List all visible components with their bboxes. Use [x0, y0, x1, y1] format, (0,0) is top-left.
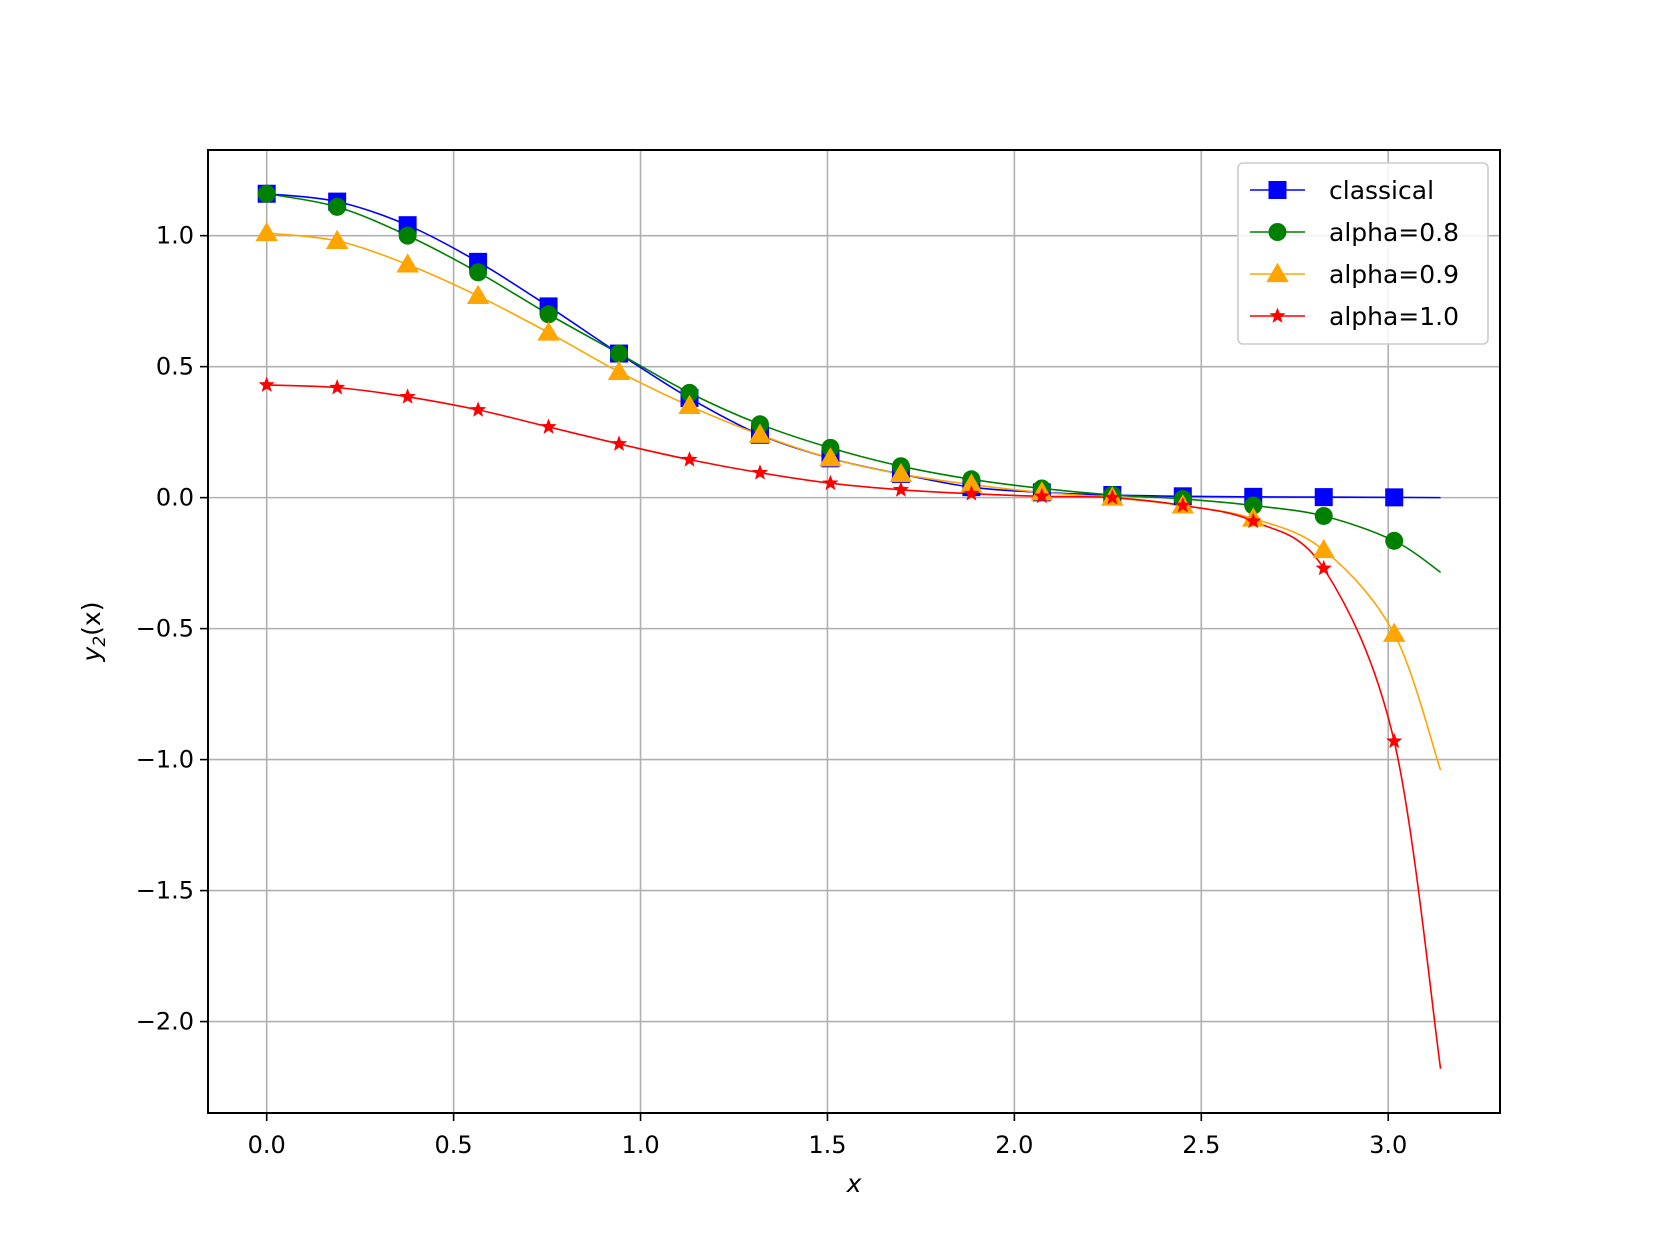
x-tick-label: 2.5: [1182, 1131, 1220, 1159]
data-point-circle: [469, 263, 488, 282]
data-point-star: [822, 474, 839, 491]
data-point-triangle: [607, 360, 631, 380]
x-tick-label: 1.0: [621, 1131, 659, 1159]
legend: classical alpha=0.8 alpha=0.9 alpha=1.0: [1237, 162, 1489, 345]
axis-ticks: 0.0 0.5 1.0 1.5 2.0 2.5 3.0 1.0 0.5 0.0 −0.5 −1.0 −1…: [136, 222, 1408, 1159]
data-point-triangle: [396, 253, 419, 273]
y-tick-label: −2.0: [136, 1008, 194, 1036]
data-point-triangle: [537, 321, 560, 341]
legend-label: alpha=0.8: [1329, 218, 1459, 247]
data-point-triangle: [466, 284, 490, 304]
series-markers: [255, 184, 1406, 749]
data-point-star: [1104, 489, 1121, 505]
legend-marker-star: [1269, 307, 1286, 323]
legend-marker-square: [1268, 181, 1287, 199]
legend-marker-circle: [1268, 223, 1287, 241]
data-point-star: [258, 376, 275, 392]
data-point-star: [1174, 496, 1191, 513]
data-point-star: [892, 481, 910, 497]
data-point-square: [1385, 488, 1404, 507]
data-point-star: [681, 451, 698, 467]
data-point-star: [399, 388, 416, 404]
legend-marker-triangle: [1266, 262, 1289, 283]
data-point-circle: [680, 383, 699, 402]
y-tick-label: −1.0: [136, 746, 194, 774]
data-point-triangle: [678, 394, 701, 415]
y-axis-label-tail: (x): [77, 602, 106, 636]
y-tick-label: −0.5: [136, 615, 194, 643]
y-axis-label-subscript: 2: [90, 636, 110, 647]
data-point-circle: [1385, 531, 1404, 550]
data-point-star: [329, 379, 346, 395]
data-point-circle: [1314, 506, 1333, 525]
plot-frame: [207, 149, 1501, 1114]
data-point-triangle: [748, 423, 772, 443]
data-point-star: [751, 464, 769, 480]
data-point-circle: [1244, 496, 1263, 515]
data-point-triangle: [1312, 538, 1335, 559]
data-point-star: [1315, 559, 1332, 576]
legend-label: classical: [1329, 176, 1434, 205]
y-tick-label: 0.0: [156, 484, 194, 512]
data-point-triangle: [1383, 622, 1406, 642]
data-point-star: [610, 435, 628, 451]
data-point-circle: [610, 344, 629, 363]
x-tick-label: 3.0: [1369, 1131, 1407, 1159]
data-point-triangle: [255, 221, 278, 242]
data-point-triangle: [325, 229, 349, 249]
legend-box: [1237, 162, 1489, 345]
legend-label: alpha=1.0: [1329, 302, 1459, 331]
data-point-triangle: [960, 473, 983, 493]
x-axis-label: x: [846, 1169, 862, 1198]
x-tick-label: 0.0: [248, 1131, 286, 1159]
data-point-triangle: [819, 447, 842, 467]
data-point-star: [1386, 732, 1403, 749]
y-axis-label-main: y: [77, 645, 106, 662]
data-point-triangle: [889, 462, 913, 483]
data-point-star: [1245, 512, 1262, 529]
data-point-circle: [328, 197, 347, 216]
y-tick-label: −1.5: [136, 877, 194, 905]
x-tick-label: 1.5: [808, 1131, 846, 1159]
data-point-star: [469, 401, 487, 417]
y-axis-label: y2(x): [77, 602, 110, 663]
x-tick-label: 2.0: [995, 1131, 1033, 1159]
legend-label: alpha=0.9: [1329, 260, 1459, 289]
x-tick-label: 0.5: [435, 1131, 473, 1159]
data-point-star: [540, 418, 557, 434]
data-point-circle: [398, 226, 417, 245]
data-point-star: [963, 485, 980, 501]
data-point-star: [1033, 487, 1050, 504]
data-point-square: [1314, 488, 1333, 507]
data-point-circle: [257, 184, 276, 203]
y-tick-label: 0.5: [156, 353, 194, 381]
y-tick-label: 1.0: [156, 222, 194, 250]
data-point-circle: [539, 305, 558, 324]
